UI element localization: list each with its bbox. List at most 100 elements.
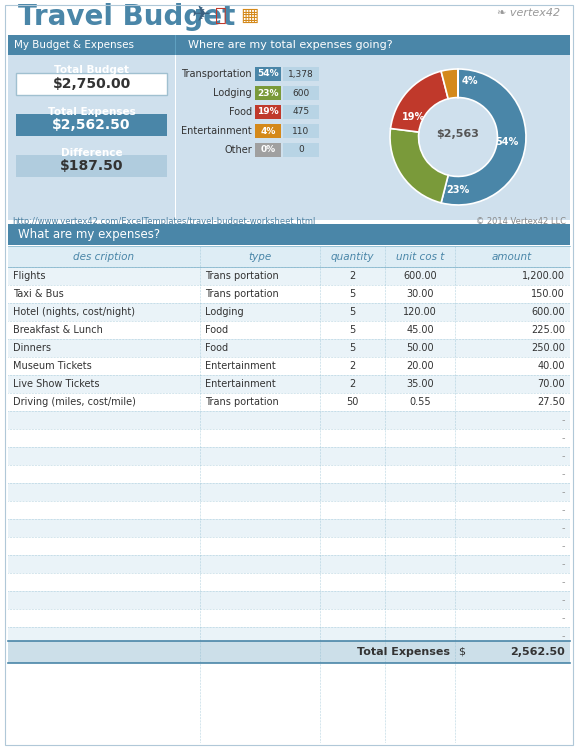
Bar xyxy=(16,155,167,177)
Text: Taxi & Bus: Taxi & Bus xyxy=(13,289,64,299)
Bar xyxy=(8,375,570,393)
Bar xyxy=(8,267,570,285)
Text: Total Expenses: Total Expenses xyxy=(47,107,135,117)
Bar xyxy=(8,321,570,339)
Bar xyxy=(8,641,570,663)
Text: 5: 5 xyxy=(349,343,355,353)
Text: $187.50: $187.50 xyxy=(60,159,123,173)
Text: $2,750.00: $2,750.00 xyxy=(53,77,131,91)
Text: 110: 110 xyxy=(292,127,310,136)
Text: 27.50: 27.50 xyxy=(537,397,565,407)
Text: 2,562.50: 2,562.50 xyxy=(510,647,565,657)
Text: 4%: 4% xyxy=(260,127,276,136)
Text: -: - xyxy=(561,631,565,641)
Text: © 2014 Vertex42 LLC: © 2014 Vertex42 LLC xyxy=(476,217,566,226)
Bar xyxy=(8,303,570,321)
Text: 45.00: 45.00 xyxy=(406,325,434,335)
Bar xyxy=(255,105,281,119)
Text: -: - xyxy=(561,541,565,551)
Bar xyxy=(8,429,570,447)
Bar xyxy=(8,483,570,501)
Text: 150.00: 150.00 xyxy=(531,289,565,299)
Bar xyxy=(8,537,570,555)
Bar xyxy=(16,73,167,95)
Text: 50: 50 xyxy=(346,397,358,407)
Text: Lodging: Lodging xyxy=(205,307,243,317)
Bar xyxy=(8,339,570,357)
Text: Food: Food xyxy=(205,325,228,335)
Text: 30.00: 30.00 xyxy=(406,289,434,299)
Text: Breakfast & Lunch: Breakfast & Lunch xyxy=(13,325,103,335)
Text: Trans portation: Trans portation xyxy=(205,397,279,407)
Text: 225.00: 225.00 xyxy=(531,325,565,335)
Text: -: - xyxy=(561,415,565,425)
Wedge shape xyxy=(441,69,526,205)
Text: 23%: 23% xyxy=(446,185,469,195)
Text: -: - xyxy=(561,487,565,497)
Bar xyxy=(8,627,570,645)
Text: 4%: 4% xyxy=(462,76,479,86)
Text: quantity: quantity xyxy=(330,251,374,262)
Bar xyxy=(8,357,570,375)
Bar xyxy=(176,55,570,220)
Text: Total Budget: Total Budget xyxy=(54,65,129,75)
Text: 35.00: 35.00 xyxy=(406,379,434,389)
Text: 0.55: 0.55 xyxy=(409,397,431,407)
Text: 19%: 19% xyxy=(257,107,279,116)
Bar xyxy=(8,285,570,303)
Bar xyxy=(283,124,319,138)
Text: -: - xyxy=(561,505,565,515)
Text: Other: Other xyxy=(224,145,252,155)
Text: Trans portation: Trans portation xyxy=(205,271,279,281)
Bar xyxy=(283,86,319,100)
Text: Flights: Flights xyxy=(13,271,46,281)
Bar xyxy=(8,55,175,220)
Bar xyxy=(255,143,281,157)
Bar xyxy=(8,501,570,519)
Bar xyxy=(8,411,570,429)
Text: Live Show Tickets: Live Show Tickets xyxy=(13,379,99,389)
Bar xyxy=(8,35,570,55)
Bar xyxy=(8,224,570,245)
Text: 120.00: 120.00 xyxy=(403,307,437,317)
Bar xyxy=(283,105,319,119)
Text: $2,562.50: $2,562.50 xyxy=(52,118,131,132)
Text: Transportation: Transportation xyxy=(181,69,252,79)
Text: Driving (miles, cost/mile): Driving (miles, cost/mile) xyxy=(13,397,136,407)
Bar xyxy=(8,591,570,609)
Bar xyxy=(16,114,167,136)
Text: Food: Food xyxy=(229,107,252,117)
Text: 5: 5 xyxy=(349,325,355,335)
Text: 54%: 54% xyxy=(495,137,518,148)
Text: 23%: 23% xyxy=(257,88,279,98)
Text: 2: 2 xyxy=(349,361,355,371)
Text: Trans portation: Trans portation xyxy=(205,289,279,299)
Bar xyxy=(8,246,570,267)
Text: -: - xyxy=(561,523,565,533)
Text: ❧ vertex42: ❧ vertex42 xyxy=(497,8,560,18)
Text: What are my expenses?: What are my expenses? xyxy=(18,228,160,241)
Text: Where are my total expenses going?: Where are my total expenses going? xyxy=(188,40,392,50)
Text: 600: 600 xyxy=(292,88,310,98)
Text: ✈: ✈ xyxy=(192,5,210,25)
Text: 1,200.00: 1,200.00 xyxy=(522,271,565,281)
Text: unit cos t: unit cos t xyxy=(396,251,444,262)
Bar xyxy=(255,67,281,81)
Bar xyxy=(8,465,570,483)
Text: Travel Budget: Travel Budget xyxy=(18,3,235,31)
Text: 5: 5 xyxy=(349,289,355,299)
Text: Hotel (nights, cost/night): Hotel (nights, cost/night) xyxy=(13,307,135,317)
Bar xyxy=(8,609,570,627)
Text: Entertainment: Entertainment xyxy=(181,126,252,136)
Bar xyxy=(8,393,570,411)
Text: des cription: des cription xyxy=(73,251,135,262)
Text: 🚘: 🚘 xyxy=(215,5,227,25)
Text: 1,378: 1,378 xyxy=(288,70,314,79)
Text: My Budget & Expenses: My Budget & Expenses xyxy=(14,40,134,50)
Text: http://www.vertex42.com/ExcelTemplates/travel-budget-worksheet.html: http://www.vertex42.com/ExcelTemplates/t… xyxy=(12,217,316,226)
Text: 54%: 54% xyxy=(257,70,279,79)
Text: -: - xyxy=(561,469,565,479)
Text: 475: 475 xyxy=(292,107,310,116)
Text: -: - xyxy=(561,595,565,605)
Text: 600.00: 600.00 xyxy=(403,271,437,281)
